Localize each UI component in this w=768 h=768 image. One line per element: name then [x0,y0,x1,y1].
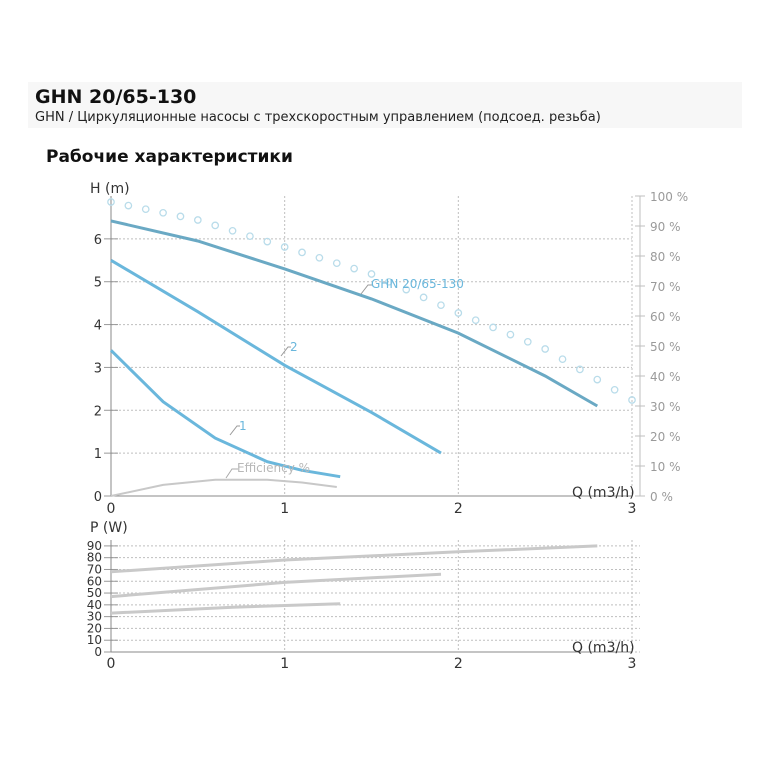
h-chart-y2tick-label: 80 % [650,250,681,264]
h-chart-xtick-label: 3 [628,501,637,517]
power-curve-1 [110,544,598,574]
label-leader-1 [229,425,240,436]
efficiency-reference-dot [315,253,324,262]
efficiency-reference-dot [107,198,115,206]
efficiency-reference-dot [523,337,532,346]
efficiency-reference-dot [558,355,567,364]
efficiency-reference-dot [628,396,636,404]
curve-label-max: GHN 20/65-130 [371,277,464,291]
efficiency-reference-dot [489,323,497,332]
page-subtitle: GHN / Циркуляционные насосы с трехскорос… [35,110,601,125]
h-chart-y2tick-label: 40 % [650,370,681,384]
p-chart-ytick-label: 10 [87,633,102,647]
head-curve-max [110,219,599,408]
efficiency-reference-dot [419,293,428,302]
efficiency-reference-dot [350,264,358,273]
efficiency-reference-dot [141,205,150,214]
power-curve-3 [110,602,341,615]
h-chart-xlabel: Q (m3/h) [572,485,635,501]
efficiency-reference-dot [506,330,515,339]
h-chart-ytick-label: 0 [94,490,102,505]
label-leader-2 [280,346,291,357]
efficiency-reference-dot [402,285,411,294]
efficiency-reference-dot [159,208,167,217]
head-curve-speed-1 [109,349,341,479]
curve-label-efficiency: Efficiency % [237,461,310,475]
h-chart-ytick-label: 4 [94,319,102,334]
p-chart-xtick-label: 3 [628,656,637,672]
p-chart-ylabel: P (W) [90,520,128,536]
h-chart-ylabel: H (m) [90,181,130,197]
efficiency-reference-dot [576,365,584,374]
p-chart-ytick-label: 50 [87,586,102,600]
p-chart-ytick-label: 70 [87,562,102,576]
efficiency-reference-dot [593,375,602,384]
p-chart-ytick-label: 60 [87,574,102,588]
h-chart-ytick-label: 2 [94,404,102,419]
h-chart-y2tick-label: 10 % [650,460,681,474]
efficiency-reference-dot [280,243,289,251]
efficiency-reference-dot [246,232,254,241]
p-chart-ytick-label: 80 [87,551,102,565]
p-chart-xtick-label: 0 [107,656,116,672]
p-chart-xtick-label: 2 [454,656,463,672]
h-chart-y2tick-label: 70 % [650,280,681,294]
efficiency-reference-dot [176,212,185,221]
efficiency-reference-dot [471,316,480,325]
efficiency-reference-dot [124,201,133,210]
h-chart-xtick-label: 0 [107,501,116,517]
power-curve-2 [110,572,442,599]
h-chart-ytick-label: 5 [94,276,102,291]
h-chart-y2tick-label: 20 % [650,430,681,444]
h-chart-xtick-label: 2 [454,501,463,517]
p-chart-ytick-label: 30 [87,610,102,624]
efficiency-reference-dot [211,221,220,230]
h-chart-y2tick-label: 100 % [650,190,688,204]
p-chart-ytick-label: 40 [87,598,102,612]
header-panel: GHN 20/65-130 GHN / Циркуляционные насос… [28,82,742,128]
h-chart-y2tick-label: 60 % [650,310,681,324]
page-title: GHN 20/65-130 [35,86,197,108]
efficiency-reference-dot [228,226,237,235]
h-chart-xtick-label: 1 [280,501,289,517]
h-chart-y2tick-label: 30 % [650,400,681,414]
section-title: Рабочие характеристики [46,147,293,167]
efficiency-curve [110,478,337,497]
p-chart-ytick-label: 0 [94,645,102,659]
efficiency-reference-dot [263,237,272,246]
efficiency-reference-dot [437,301,445,310]
efficiency-reference-dot [367,270,376,278]
h-chart-y2tick-label: 50 % [650,340,681,354]
curve-label-2: 2 [290,340,298,354]
p-chart-xtick-label: 1 [280,656,289,672]
efficiency-reference-dot [541,345,550,353]
efficiency-reference-dot [193,216,202,224]
h-chart-ytick-label: 3 [94,361,102,376]
p-chart-ytick-label: 90 [87,539,102,553]
p-chart-ytick-label: 20 [87,621,102,635]
h-chart-y2tick-label: 90 % [650,220,681,234]
head-curve-speed-2 [110,259,442,455]
h-chart-y2tick-label: 0 % [650,490,673,504]
h-chart-ytick-label: 6 [94,233,102,248]
efficiency-reference-dot [385,277,393,286]
curve-label-1: 1 [239,419,247,433]
label-leader-efficiency [225,468,238,479]
label-leader-max [360,284,372,295]
efficiency-reference-dot [454,309,463,317]
efficiency-reference-dot [298,248,306,257]
h-chart-ytick-label: 1 [94,447,102,462]
p-chart-xlabel: Q (m3/h) [572,640,635,656]
efficiency-reference-dot [332,259,341,268]
efficiency-reference-dot [610,385,619,394]
